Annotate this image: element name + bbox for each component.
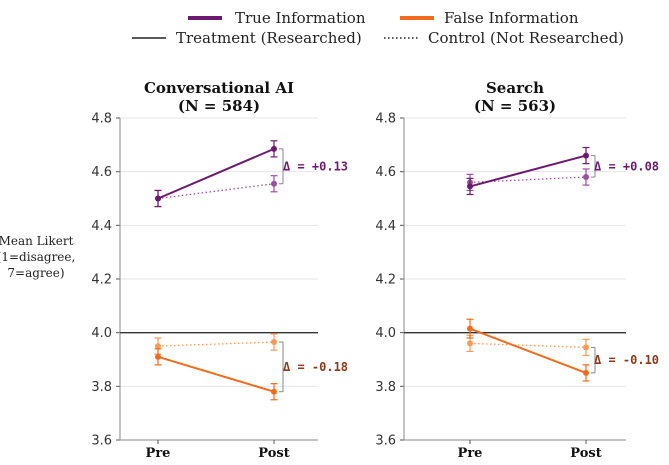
data-point-false-info-control: [467, 340, 473, 347]
y-axis-label-line-1: Mean Likert: [0, 234, 74, 248]
y-tick-label: 4.4: [375, 219, 396, 234]
y-axis-label-line-3: 7=agree): [7, 266, 64, 280]
data-point-true-info-control: [271, 180, 277, 187]
data-point-false-info-treatment: [467, 325, 473, 332]
delta-label-true: Δ = +0.13: [283, 159, 348, 173]
data-point-false-info-treatment: [271, 388, 277, 395]
panel-title-line-1: Search: [486, 79, 544, 97]
y-tick-label: 3.6: [91, 434, 112, 449]
series-line-false-info-treatment: [469, 327, 587, 374]
x-tick-label-post: Post: [570, 446, 601, 461]
series-line-true-info-control: [157, 183, 275, 200]
data-point-true-info-treatment: [155, 195, 161, 202]
series-line-false-info-treatment: [157, 355, 275, 393]
y-tick-label: 4.6: [91, 165, 112, 180]
panel-1: Conversational AI(N = 584) 3.6 3.8 4.0 4.2 4.…: [91, 79, 348, 461]
panel-title-line-2: (N = 584): [178, 97, 260, 115]
x-tick-label-pre: Pre: [458, 446, 483, 461]
legend-label-treatment: Treatment (Researched): [176, 29, 362, 47]
panel-title-line-2: (N = 563): [474, 97, 556, 115]
delta-label-false: Δ = -0.10: [594, 353, 659, 367]
y-tick-label: 4.0: [91, 326, 112, 341]
y-axis-label: Mean Likert (1=disagree, 7=agree): [0, 234, 75, 280]
y-tick-label: 4.6: [375, 165, 396, 180]
y-tick-label: 4.0: [375, 326, 396, 341]
data-point-false-info-treatment: [583, 369, 589, 376]
series-line-false-info-control: [157, 341, 275, 347]
data-point-true-info-treatment: [271, 145, 277, 152]
data-point-false-info-control: [155, 343, 161, 350]
legend: True Information False Information Treat…: [132, 9, 624, 47]
x-tick-label-post: Post: [258, 446, 289, 461]
y-tick-label: 3.6: [375, 434, 396, 449]
data-point-false-info-control: [583, 344, 589, 351]
data-point-true-info-treatment: [583, 152, 589, 159]
legend-label-true-info: True Information: [235, 9, 366, 27]
series-line-true-info-treatment: [469, 154, 587, 188]
y-tick-label: 4.8: [91, 112, 112, 127]
y-tick-label: 3.8: [375, 380, 396, 395]
series-line-true-info-treatment: [157, 147, 275, 200]
data-point-true-info-treatment: [467, 183, 473, 190]
panel-2: Search(N = 563) 3.6 3.8 4.0 4.2 4.4 4.6 4.8 Pre P…: [375, 79, 659, 461]
y-tick-label: 4.4: [91, 219, 112, 234]
delta-label-false: Δ = -0.18: [283, 360, 348, 374]
y-tick-label: 3.8: [91, 380, 112, 395]
y-tick-label: 4.8: [375, 112, 396, 127]
legend-label-false-info: False Information: [444, 9, 579, 27]
y-tick-label: 4.2: [375, 273, 396, 288]
data-point-false-info-treatment: [155, 353, 161, 360]
series-line-true-info-control: [469, 176, 587, 184]
series-line-false-info-control: [469, 342, 587, 349]
x-tick-label-pre: Pre: [146, 446, 171, 461]
data-point-true-info-control: [583, 174, 589, 181]
y-axis-label-line-2: (1=disagree,: [0, 250, 75, 264]
legend-label-control: Control (Not Researched): [428, 29, 624, 47]
delta-label-true: Δ = +0.08: [594, 159, 659, 173]
panel-title-line-1: Conversational AI: [144, 79, 294, 97]
data-point-false-info-control: [271, 339, 277, 346]
y-tick-label: 4.2: [91, 273, 112, 288]
